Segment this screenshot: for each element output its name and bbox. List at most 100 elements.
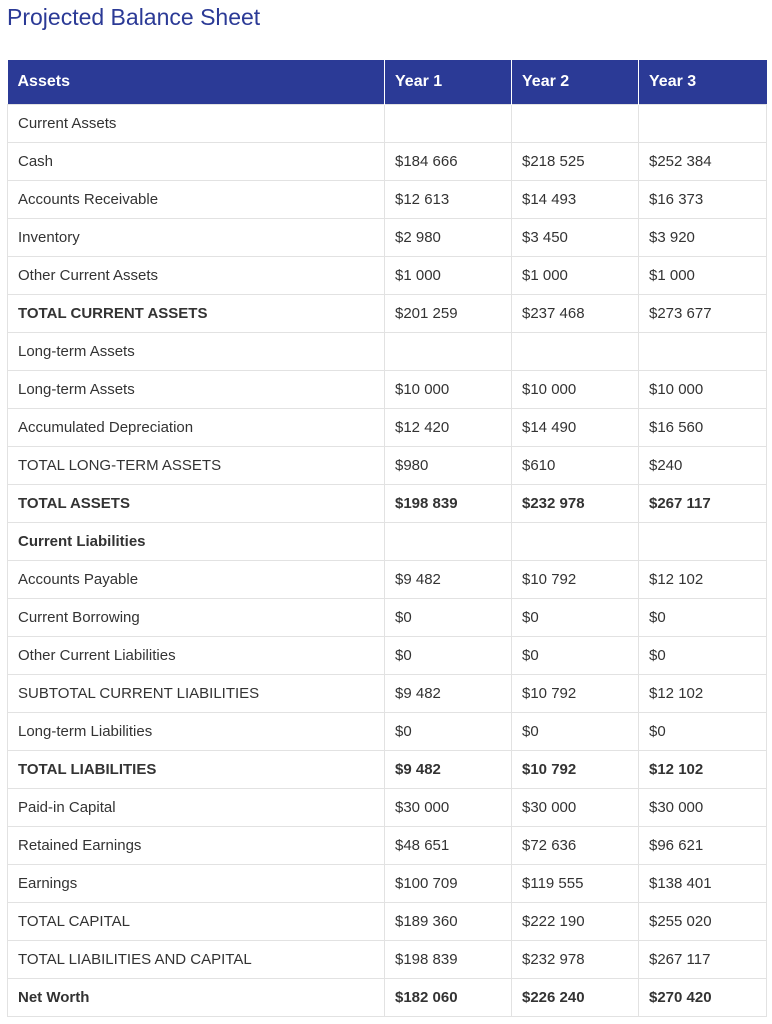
cell-value: $3 920 [638, 218, 767, 257]
cell-value: $96 621 [638, 826, 767, 865]
table-row: Other Current Liabilities $0 $0 $0 [7, 636, 767, 675]
row-label: Paid-in Capital [7, 788, 385, 827]
cell-value: $10 792 [511, 674, 639, 713]
cell-value: $189 360 [384, 902, 512, 941]
cell-value: $1 000 [384, 256, 512, 295]
cell-value [384, 104, 512, 143]
cell-value: $0 [384, 636, 512, 675]
cell-value: $10 792 [511, 750, 639, 789]
cell-value: $119 555 [511, 864, 639, 903]
cell-value: $16 373 [638, 180, 767, 219]
cell-value: $252 384 [638, 142, 767, 181]
row-label: TOTAL LONG-TERM ASSETS [7, 446, 385, 485]
row-label: Accounts Payable [7, 560, 385, 599]
cell-value [511, 332, 639, 371]
row-label: Retained Earnings [7, 826, 385, 865]
row-label: Current Liabilities [7, 522, 385, 561]
cell-value: $30 000 [638, 788, 767, 827]
header-row: Assets Year 1 Year 2 Year 3 [7, 60, 767, 105]
table-row: SUBTOTAL CURRENT LIABILITIES $9 482 $10 79… [7, 674, 767, 713]
cell-value [384, 522, 512, 561]
cell-value: $198 839 [384, 940, 512, 979]
table-row: Long-term Assets [7, 332, 767, 371]
cell-value: $237 468 [511, 294, 639, 333]
table-row: Retained Earnings $48 651 $72 636 $96 621 [7, 826, 767, 865]
cell-value [638, 332, 767, 371]
table-row: Paid-in Capital $30 000 $30 000 $30 000 [7, 788, 767, 827]
table-body: Current Assets Cash $184 666 $218 525 $252 3… [7, 104, 767, 1017]
cell-value [384, 332, 512, 371]
cell-value: $182 060 [384, 978, 512, 1017]
cell-value: $10 792 [511, 560, 639, 599]
page-title: Projected Balance Sheet [7, 4, 261, 30]
cell-value: $0 [384, 598, 512, 637]
row-label: Cash [7, 142, 385, 181]
cell-value: $9 482 [384, 674, 512, 713]
cell-value: $48 651 [384, 826, 512, 865]
row-label: Net Worth [7, 978, 385, 1017]
row-label: Long-term Liabilities [7, 712, 385, 751]
cell-value: $10 000 [511, 370, 639, 409]
row-label: SUBTOTAL CURRENT LIABILITIES [7, 674, 385, 713]
cell-value: $273 677 [638, 294, 767, 333]
balance-table: Assets Year 1 Year 2 Year 3 Current Assets C… [7, 60, 767, 1017]
cell-value: $12 102 [638, 560, 767, 599]
table-row: Net Worth $182 060 $226 240 $270 420 [7, 978, 767, 1017]
table-row: Accounts Receivable $12 613 $14 493 $16 373 [7, 180, 767, 219]
table-row: TOTAL LIABILITIES AND CAPITAL $198 839 $23… [7, 940, 767, 979]
cell-value: $30 000 [384, 788, 512, 827]
cell-value: $3 450 [511, 218, 639, 257]
row-label: TOTAL ASSETS [7, 484, 385, 523]
column-header: Year 2 [511, 60, 639, 105]
cell-value [638, 522, 767, 561]
row-label: TOTAL LIABILITIES AND CAPITAL [7, 940, 385, 979]
cell-value: $222 190 [511, 902, 639, 941]
cell-value: $226 240 [511, 978, 639, 1017]
table-row: Current Assets [7, 104, 767, 143]
cell-value: $218 525 [511, 142, 639, 181]
cell-value: $201 259 [384, 294, 512, 333]
row-label: Other Current Liabilities [7, 636, 385, 675]
cell-value: $0 [511, 636, 639, 675]
cell-value: $240 [638, 446, 767, 485]
row-label: TOTAL CAPITAL [7, 902, 385, 941]
cell-value: $0 [384, 712, 512, 751]
cell-value: $270 420 [638, 978, 767, 1017]
row-label: Long-term Assets [7, 332, 385, 371]
cell-value: $198 839 [384, 484, 512, 523]
cell-value: $232 978 [511, 940, 639, 979]
cell-value: $12 102 [638, 750, 767, 789]
row-label: TOTAL CURRENT ASSETS [7, 294, 385, 333]
row-label: Inventory [7, 218, 385, 257]
table-row: Cash $184 666 $218 525 $252 384 [7, 142, 767, 181]
table-row: TOTAL CURRENT ASSETS $201 259 $237 468 $273… [7, 294, 767, 333]
table-row: Accumulated Depreciation $12 420 $14 490 $1… [7, 408, 767, 447]
table-row: Long-term Liabilities $0 $0 $0 [7, 712, 767, 751]
table-row: Inventory $2 980 $3 450 $3 920 [7, 218, 767, 257]
cell-value: $184 666 [384, 142, 512, 181]
cell-value: $0 [511, 598, 639, 637]
cell-value: $255 020 [638, 902, 767, 941]
table-row: Other Current Assets $1 000 $1 000 $1 000 [7, 256, 767, 295]
cell-value: $100 709 [384, 864, 512, 903]
table-row: TOTAL LIABILITIES $9 482 $10 792 $12 102 [7, 750, 767, 789]
cell-value: $12 613 [384, 180, 512, 219]
table-row: Earnings $100 709 $119 555 $138 401 [7, 864, 767, 903]
table-row: TOTAL LONG-TERM ASSETS $980 $610 $240 [7, 446, 767, 485]
table-row: Long-term Assets $10 000 $10 000 $10 000 [7, 370, 767, 409]
cell-value: $980 [384, 446, 512, 485]
table-row: TOTAL ASSETS $198 839 $232 978 $267 117 [7, 484, 767, 523]
row-label: Earnings [7, 864, 385, 903]
row-label: Long-term Assets [7, 370, 385, 409]
cell-value: $1 000 [638, 256, 767, 295]
cell-value: $14 490 [511, 408, 639, 447]
cell-value: $72 636 [511, 826, 639, 865]
row-label: Accounts Receivable [7, 180, 385, 219]
cell-value: $14 493 [511, 180, 639, 219]
cell-value: $232 978 [511, 484, 639, 523]
cell-value: $267 117 [638, 940, 767, 979]
cell-value: $610 [511, 446, 639, 485]
table-row: TOTAL CAPITAL $189 360 $222 190 $255 020 [7, 902, 767, 941]
cell-value: $10 000 [638, 370, 767, 409]
